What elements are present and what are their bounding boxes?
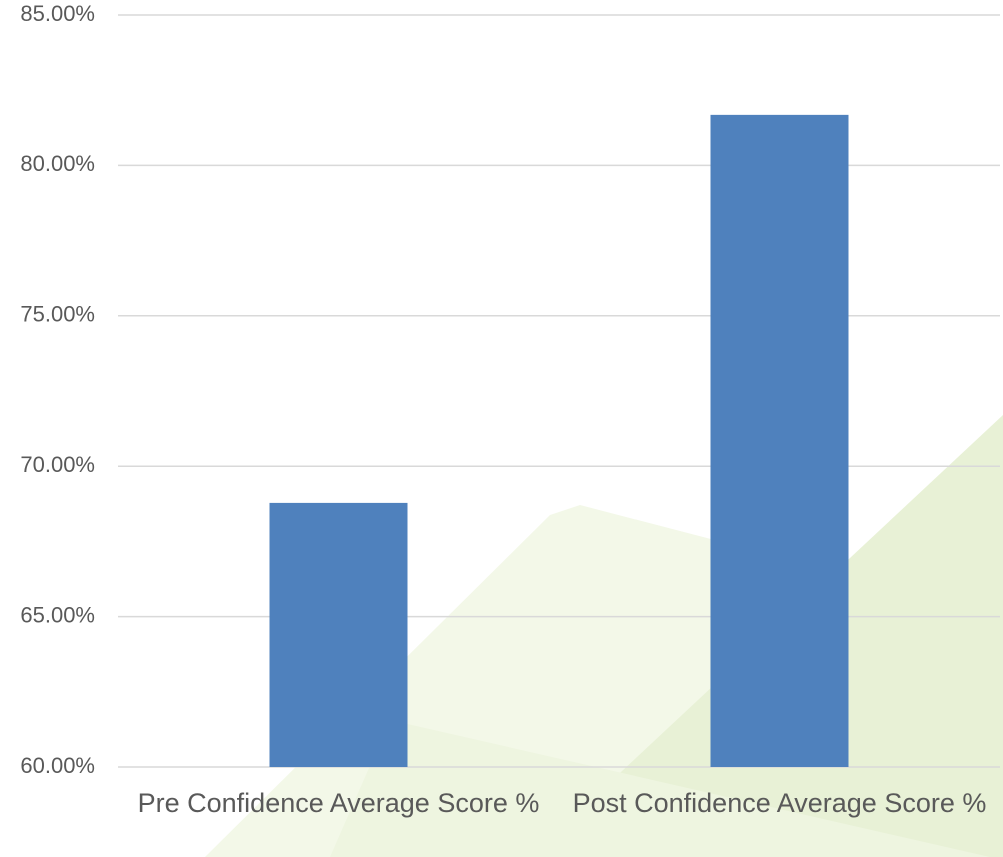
x-tick-label: Pre Confidence Average Score % — [137, 788, 540, 818]
y-tick-label: 65.00% — [20, 602, 95, 627]
x-tick-label: Post Confidence Average Score % — [572, 788, 987, 818]
background-shape — [330, 720, 1003, 857]
bar — [269, 502, 408, 767]
y-tick-label: 60.00% — [20, 753, 95, 778]
y-tick-label: 70.00% — [20, 452, 95, 477]
bar — [710, 114, 849, 767]
y-tick-label: 75.00% — [20, 302, 95, 327]
y-tick-label: 80.00% — [20, 151, 95, 176]
y-tick-label: 85.00% — [20, 1, 95, 26]
